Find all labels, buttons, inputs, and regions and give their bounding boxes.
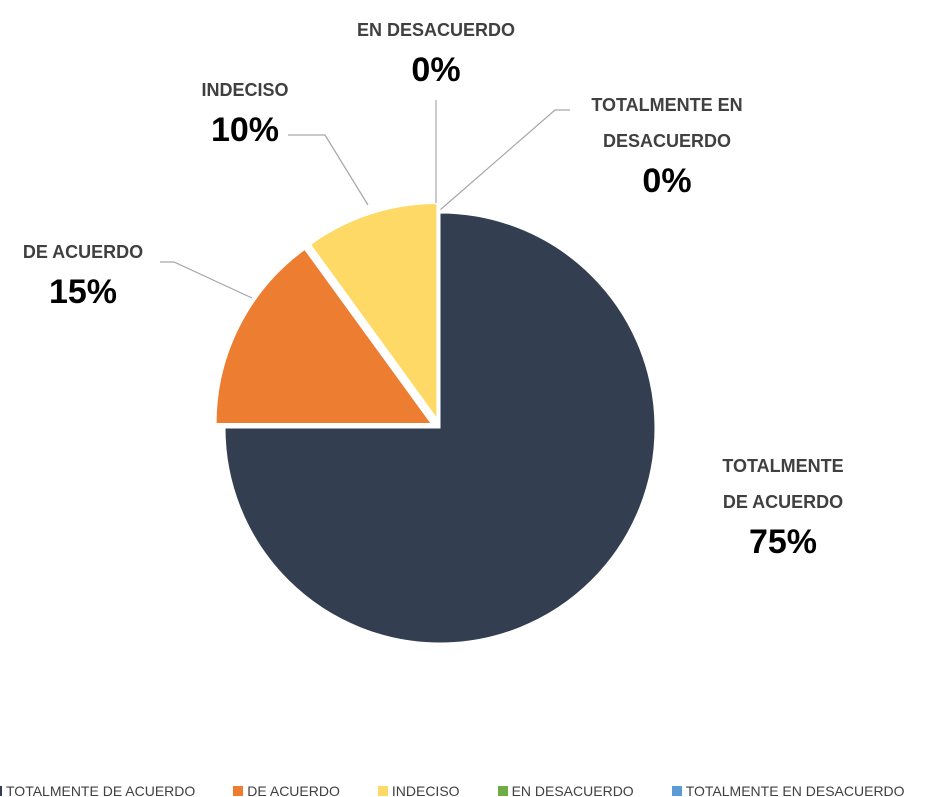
label-value: 0% — [411, 51, 461, 89]
pie-slice — [309, 202, 438, 421]
label-value: 10% — [210, 111, 280, 149]
legend-item: TOTALMENTE DE ACUERDO — [0, 782, 195, 797]
leader-lines — [160, 100, 570, 299]
legend-swatch — [497, 786, 508, 796]
legend-label: TOTALMENTE EN DESACUERDO — [685, 783, 905, 797]
legend: TOTALMENTE DE ACUERDO DE ACUERDO INDECISO E… — [0, 782, 940, 797]
legend-swatch — [0, 786, 2, 796]
legend-item: TOTALMENTE EN DESACUERDO — [671, 782, 905, 797]
legend-item: INDECISO — [377, 782, 460, 797]
data-label: TOTALMENTE DE ACUERDO 75% — [718, 448, 848, 564]
legend-label: EN DESACUERDO — [511, 783, 634, 797]
legend-label: TOTALMENTE DE ACUERDO — [6, 783, 196, 797]
pie-slice — [224, 212, 656, 644]
label-category: INDECISO — [201, 80, 289, 100]
leader-line — [160, 261, 253, 299]
label-value: 0% — [642, 162, 692, 200]
legend-label: INDECISO — [391, 783, 460, 797]
label-value: 15% — [48, 273, 118, 311]
leader-line — [439, 109, 570, 211]
legend-label: DE ACUERDO — [247, 783, 340, 797]
label-category: TOTALMENTE EN DESACUERDO — [591, 95, 743, 151]
data-label: DE ACUERDO 15% — [0, 234, 183, 314]
legend-swatch — [233, 786, 244, 796]
pie-slice — [215, 248, 433, 424]
data-label: INDECISO 10% — [145, 72, 345, 152]
label-category: TOTALMENTE DE ACUERDO — [722, 456, 844, 512]
legend-item: DE ACUERDO — [233, 782, 340, 797]
legend-swatch — [671, 786, 682, 796]
label-value: 75% — [748, 523, 818, 561]
legend-item: EN DESACUERDO — [497, 782, 634, 797]
data-label: TOTALMENTE EN DESACUERDO 0% — [567, 87, 767, 203]
legend-swatch — [377, 786, 388, 796]
data-label: EN DESACUERDO 0% — [326, 12, 546, 92]
label-category: EN DESACUERDO — [356, 20, 516, 40]
label-category: DE ACUERDO — [22, 242, 144, 262]
leader-line — [288, 134, 369, 206]
